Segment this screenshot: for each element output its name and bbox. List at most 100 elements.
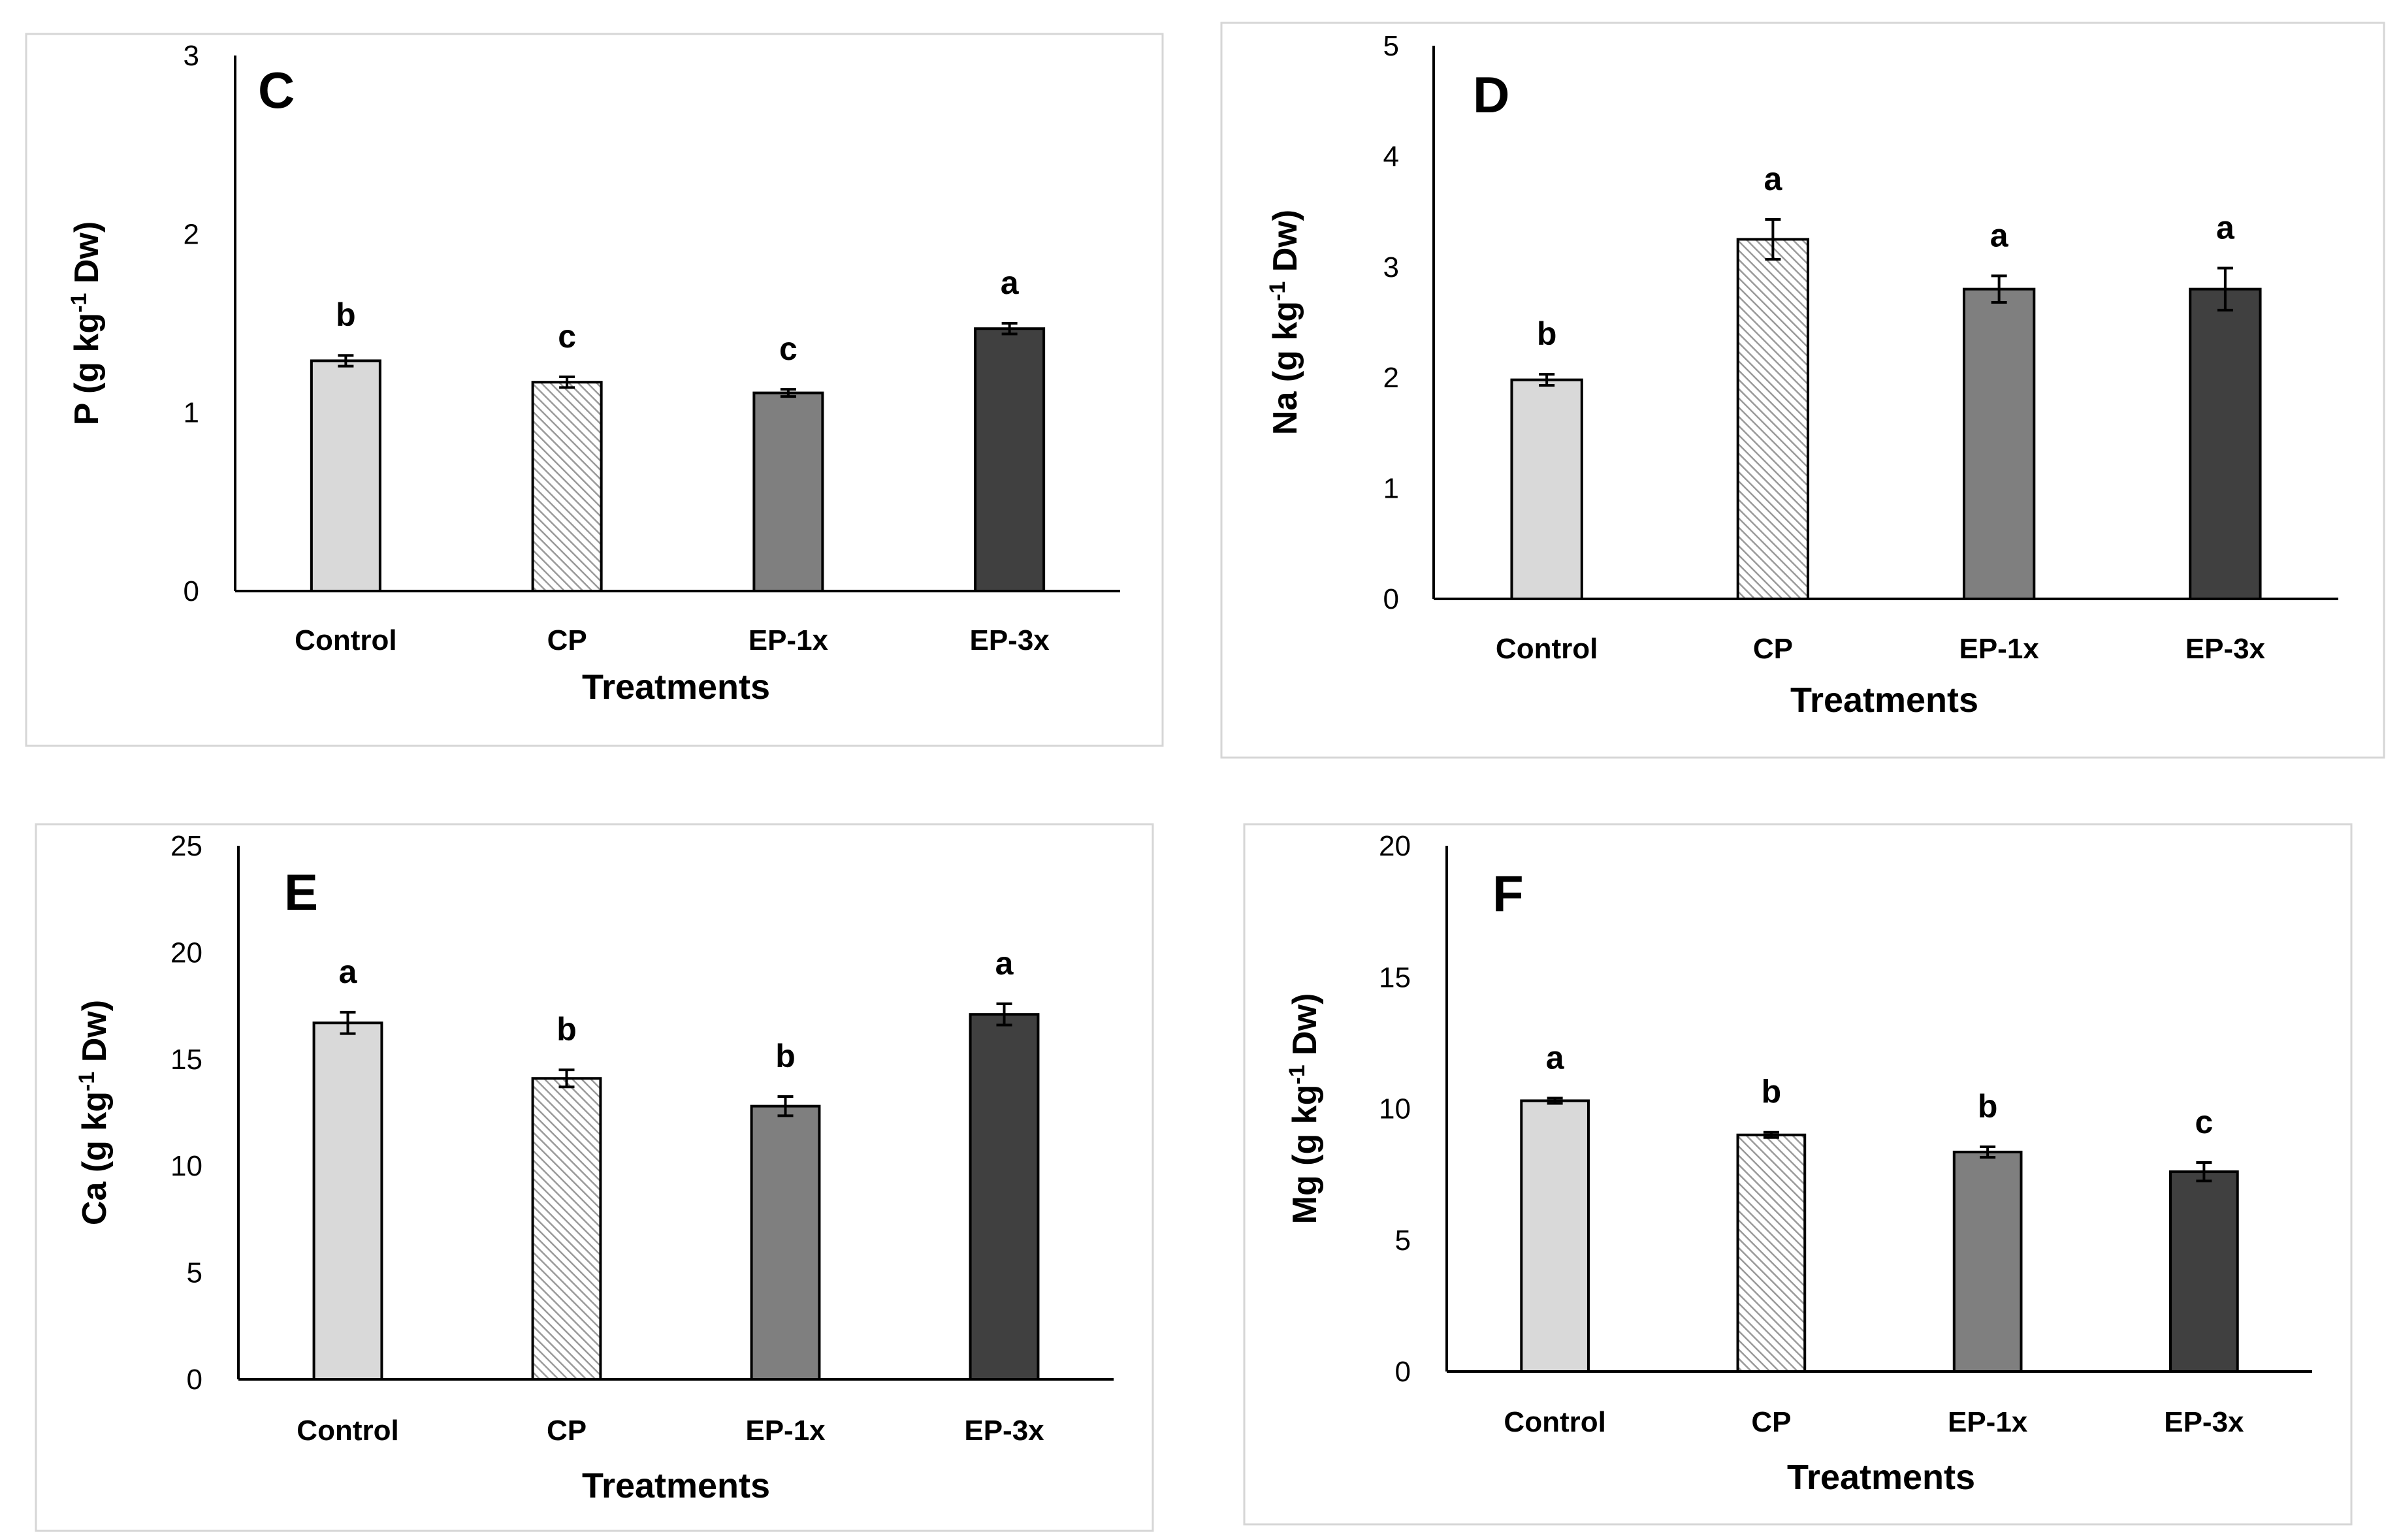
panel-f-bar-cp <box>1736 1133 1807 1373</box>
panel-e-xtick-label: EP-1x <box>745 1415 826 1447</box>
panel-d-bar-cp <box>1736 238 1810 600</box>
panel-c-xtick-label: EP-1x <box>749 624 829 656</box>
panel-d-xtick-label: EP-3x <box>2185 633 2266 665</box>
panel-d-significance-label: a <box>2216 209 2235 246</box>
panel-c-ytick-label: 3 <box>184 40 199 72</box>
panel-c-error-bar <box>338 354 354 368</box>
panel-f-bar-ep-3x <box>2169 1170 2239 1373</box>
panel-d-ytick-label: 4 <box>1383 140 1399 172</box>
panel-f-significance-label: c <box>2195 1104 2213 1140</box>
panel-d-ytick-label: 2 <box>1383 362 1399 394</box>
panel-e-significance-label: b <box>556 1011 577 1048</box>
panel-c-ytick-label: 0 <box>184 575 199 607</box>
panel-e-y-axis-label: Ca (g kg-1 Dw) <box>74 1000 114 1225</box>
panel-c-xtick-label: CP <box>547 624 587 656</box>
panel-d-error-bar <box>2217 266 2233 312</box>
panel-f-bar-control <box>1520 1099 1590 1373</box>
panel-c-significance-label: b <box>336 297 356 333</box>
panel-f-significance-label: b <box>1978 1088 1998 1125</box>
panel-e-error-bar <box>558 1068 575 1089</box>
panel-f-ytick-label: 15 <box>1379 961 1411 993</box>
panel-c-y-axis-label: P (g kg-1 Dw) <box>67 221 106 425</box>
panel-d-significance-label: a <box>1990 217 2009 253</box>
panel-f: 0 5 10 15 20 F Mg (g kg-1 Dw) Treatments a Contro… <box>1243 823 2353 1526</box>
panel-e-bar-ep-3x <box>969 1013 1040 1381</box>
panel-e-ytick-label: 0 <box>187 1364 202 1396</box>
panel-e-error-bar <box>340 1010 356 1035</box>
panel-d-x-axis-label: Treatments <box>1790 681 1978 720</box>
panel-d-xtick-label: CP <box>1753 633 1793 665</box>
panel-d-error-bar <box>1991 274 2007 304</box>
panel-d-bar-ep-1x <box>1962 287 2036 600</box>
panel-d-significance-label: b <box>1537 315 1557 352</box>
panel-d-y-axis-label: Na (g kg-1 Dw) <box>1265 210 1304 435</box>
panel-e-xtick-label: EP-3x <box>964 1415 1044 1447</box>
panel-c-significance-label: c <box>779 330 798 367</box>
panel-d-xtick-label: EP-1x <box>1959 633 2039 665</box>
panel-c-xtick-label: Control <box>295 624 396 656</box>
panel-f-y-axis-label: Mg (g kg-1 Dw) <box>1285 993 1324 1225</box>
panel-c-bar-ep-3x <box>974 327 1046 592</box>
panel-d-plot: 0 1 2 3 4 5 D Na (g kg-1 Dw) Treatments b Control a… <box>1265 30 2338 720</box>
panel-c-ytick-label: 1 <box>184 397 199 429</box>
panel-f-xtick-label: EP-1x <box>1948 1406 2028 1438</box>
panel-e-significance-label: b <box>775 1038 796 1074</box>
panel-d-error-bar <box>1765 217 1781 261</box>
panel-e-significance-label: a <box>995 945 1014 982</box>
panel-c-x-axis-label: Treatments <box>582 667 770 707</box>
panel-d-letter: D <box>1473 66 1509 123</box>
panel-e-bar-control <box>312 1021 383 1381</box>
panel-f-x-axis-label: Treatments <box>1787 1458 1975 1497</box>
panel-c-xtick-label: EP-3x <box>969 624 1050 656</box>
panel-f-bar-ep-1x <box>1952 1150 2023 1373</box>
panel-d: 0 1 2 3 4 5 D Na (g kg-1 Dw) Treatments b Control a… <box>1220 22 2385 759</box>
panel-e-ytick-label: 10 <box>170 1150 202 1182</box>
panel-e-ytick-label: 20 <box>170 937 202 969</box>
panel-e-ytick-label: 15 <box>170 1044 202 1076</box>
panel-e-plot: 0 5 10 15 20 25 E Ca (g kg-1 Dw) Treatments a Cont… <box>74 830 1114 1505</box>
panel-f-error-bar <box>1980 1145 1996 1159</box>
panel-c-error-bar <box>1001 322 1018 336</box>
panel-f-plot: 0 5 10 15 20 F Mg (g kg-1 Dw) Treatments a Contro… <box>1285 830 2312 1497</box>
panel-f-ytick-label: 10 <box>1379 1093 1411 1125</box>
panel-e: 0 5 10 15 20 25 E Ca (g kg-1 Dw) Treatments a Cont… <box>35 823 1154 1532</box>
panel-c-ytick-label: 2 <box>184 218 199 250</box>
panel-c-error-bar <box>780 388 796 398</box>
panel-d-ytick-label: 1 <box>1383 473 1399 505</box>
panel-c-letter: C <box>258 61 295 119</box>
panel-c-bar-ep-1x <box>752 391 824 592</box>
panel-e-xtick-label: CP <box>547 1415 587 1447</box>
panel-c-significance-label: a <box>1001 265 1020 301</box>
panel-e-bar-ep-1x <box>750 1104 821 1381</box>
panel-f-significance-label: b <box>1762 1074 1782 1110</box>
panel-d-xtick-label: Control <box>1496 633 1598 665</box>
panel-d-ytick-label: 0 <box>1383 583 1399 615</box>
panel-e-xtick-label: Control <box>297 1415 398 1447</box>
panel-f-xtick-label: CP <box>1751 1406 1791 1438</box>
panel-f-xtick-label: EP-3x <box>2164 1406 2244 1438</box>
panel-d-error-bar <box>1539 373 1555 387</box>
panel-f-error-bar <box>1763 1131 1779 1139</box>
panel-d-ytick-label: 3 <box>1383 251 1399 283</box>
panel-c: 0 1 2 3 C P (g kg-1 Dw) Treatments b Control c CP c… <box>25 33 1164 747</box>
panel-f-error-bar <box>1547 1097 1563 1105</box>
panel-e-letter: E <box>284 863 318 921</box>
panel-d-bar-ep-3x <box>2189 287 2262 600</box>
panel-c-error-bar <box>559 376 575 389</box>
panel-c-plot: 0 1 2 3 C P (g kg-1 Dw) Treatments b Control c CP c… <box>67 40 1120 707</box>
panel-e-bar-cp <box>531 1077 602 1381</box>
panel-d-significance-label: a <box>1764 161 1782 197</box>
panel-f-letter: F <box>1492 865 1524 922</box>
panel-e-significance-label: a <box>339 954 358 990</box>
panel-c-bar-control <box>310 359 381 593</box>
panel-f-ytick-label: 5 <box>1395 1225 1411 1257</box>
panel-e-ytick-label: 5 <box>187 1257 202 1289</box>
panel-d-bar-control <box>1510 378 1583 600</box>
panel-f-significance-label: a <box>1546 1039 1565 1076</box>
panel-f-ytick-label: 20 <box>1379 830 1411 862</box>
panel-f-xtick-label: Control <box>1504 1406 1605 1438</box>
panel-e-x-axis-label: Treatments <box>582 1466 770 1505</box>
panel-e-error-bar <box>996 1002 1012 1027</box>
panel-e-error-bar <box>777 1095 794 1117</box>
